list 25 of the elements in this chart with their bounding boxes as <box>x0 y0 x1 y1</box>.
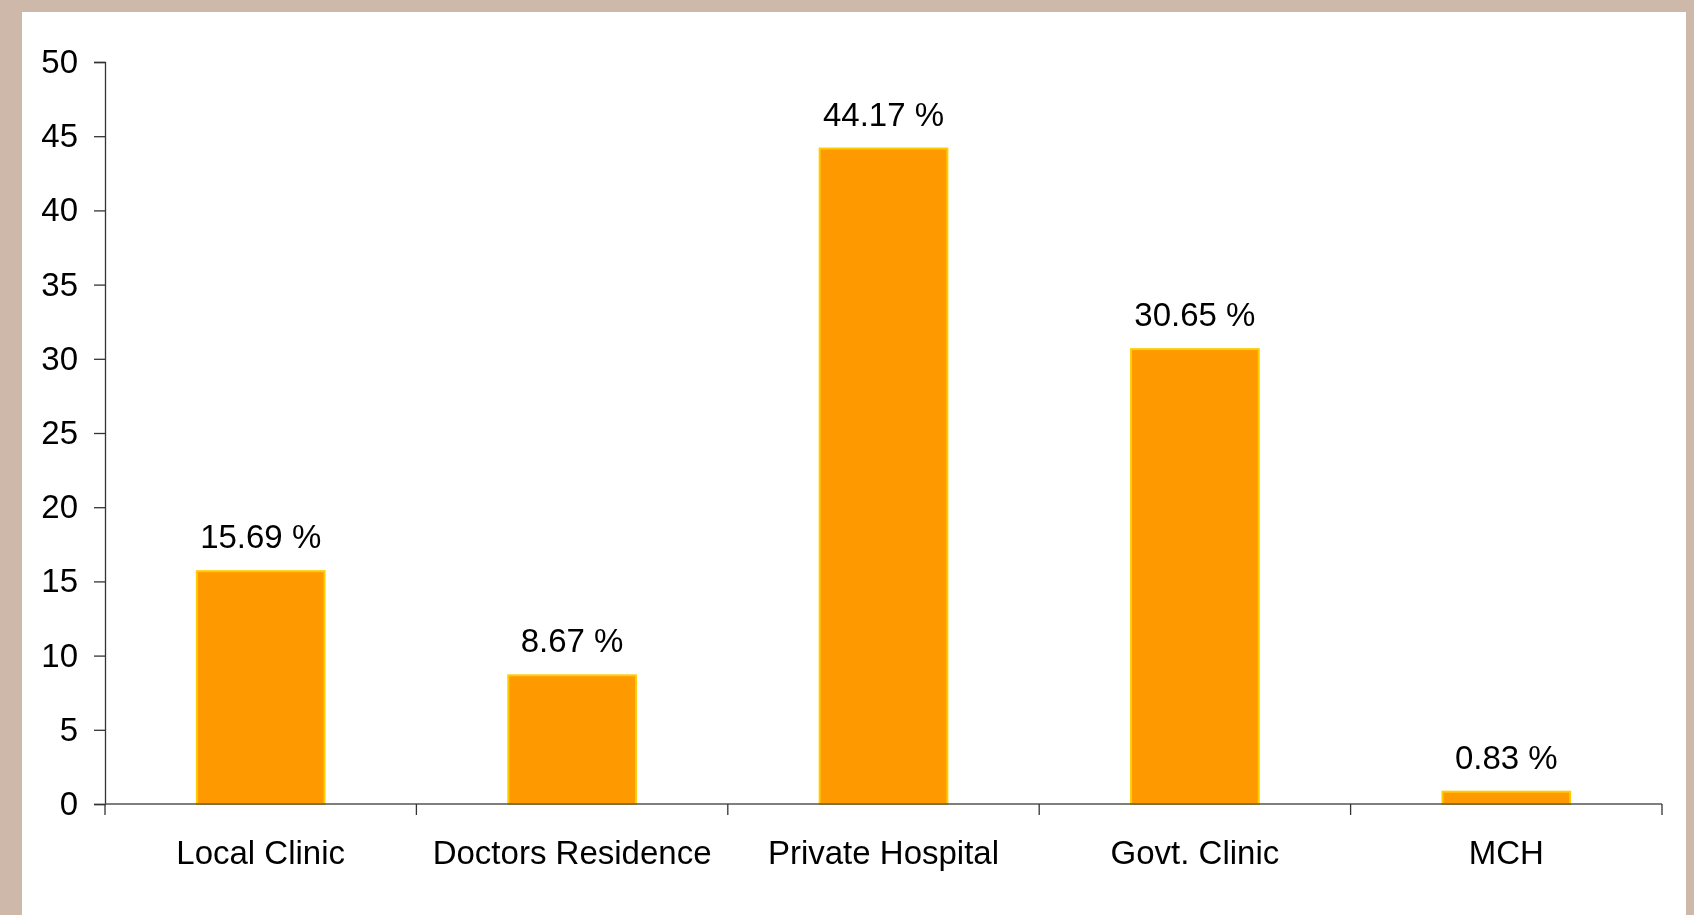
y-tick-label: 50 <box>41 43 78 81</box>
data-label: 0.83 % <box>1454 738 1558 776</box>
y-tick-label: 0 <box>59 785 78 823</box>
y-tick-label: 45 <box>41 117 78 155</box>
data-label: 15.69 % <box>200 518 322 556</box>
x-tick-label: Doctors Residence <box>432 834 712 871</box>
y-tick-label: 20 <box>41 488 78 526</box>
y-tick-label: 40 <box>41 191 78 229</box>
data-label: 30.65 % <box>1134 296 1256 334</box>
y-tick-label: 5 <box>59 710 78 748</box>
y-tick-label: 25 <box>41 414 78 452</box>
data-label: 8.67 % <box>520 622 624 660</box>
bar <box>195 570 326 805</box>
y-tick-label: 35 <box>41 265 78 303</box>
x-tick-label: MCH <box>1468 834 1544 871</box>
bar <box>1130 348 1260 805</box>
bar <box>818 147 949 805</box>
x-tick-label: Private Hospital <box>767 834 1000 871</box>
y-tick-label: 30 <box>41 339 78 377</box>
bar <box>507 674 637 805</box>
data-label: 44.17 % <box>822 95 945 133</box>
y-tick-label: 15 <box>41 562 78 600</box>
x-tick-label: Local Clinic <box>176 834 346 871</box>
x-tick-label: Govt. Clinic <box>1110 834 1280 871</box>
y-tick-label: 10 <box>41 636 78 674</box>
